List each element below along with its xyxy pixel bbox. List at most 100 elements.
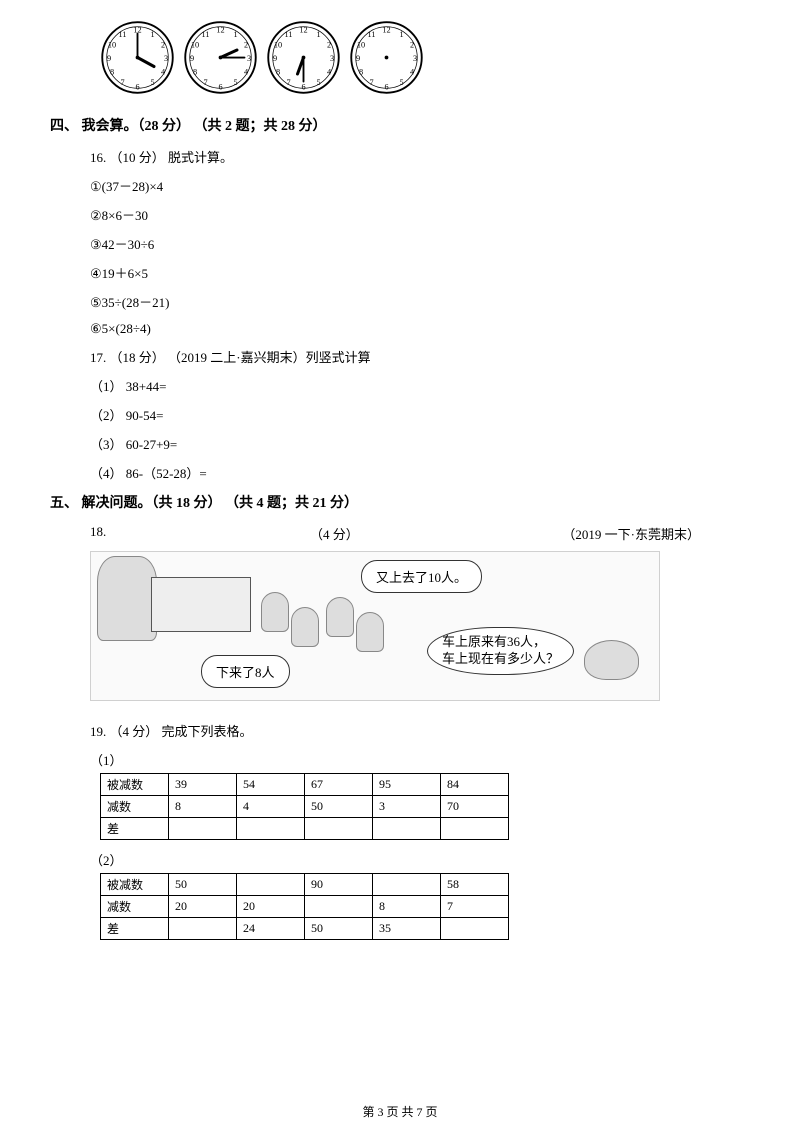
bubble-right-big: 车上原来有36人， 车上现在有多少人？ (427, 627, 574, 675)
svg-text:10: 10 (108, 40, 116, 49)
q17-item-1: （1） 38+44= (90, 376, 750, 395)
cell (305, 896, 373, 918)
cell: 50 (305, 918, 373, 940)
row-header: 被减数 (101, 774, 169, 796)
bus-shape (151, 577, 251, 632)
svg-text:1: 1 (233, 30, 237, 39)
svg-text:12: 12 (299, 25, 307, 34)
clock-4: 1212 345 678 91011 (349, 20, 424, 95)
svg-text:5: 5 (316, 78, 320, 87)
clocks-row: 1212 345 678 91011 1212 345 678 91011 12… (100, 20, 750, 95)
q16-item-6: ⑥5×(28÷4) (90, 321, 750, 337)
tree-shape (97, 556, 157, 641)
svg-text:5: 5 (233, 78, 237, 87)
cell: 4 (237, 796, 305, 818)
q16-item-2: ②8×6－30 (90, 205, 750, 224)
animal-shape (584, 640, 639, 680)
clock-3: 1212 345 678 91011 (266, 20, 341, 95)
cell: 20 (169, 896, 237, 918)
svg-text:3: 3 (330, 54, 334, 63)
svg-text:6: 6 (301, 82, 305, 91)
svg-text:10: 10 (191, 40, 199, 49)
cell: 54 (237, 774, 305, 796)
q16-item-3: ③42－30÷6 (90, 234, 750, 253)
table-row: 被减数 39 54 67 95 84 (101, 774, 509, 796)
cell (237, 818, 305, 840)
svg-text:8: 8 (359, 67, 363, 76)
svg-text:11: 11 (202, 30, 210, 39)
svg-text:12: 12 (382, 25, 390, 34)
page-footer: 第 3 页 共 7 页 (0, 1103, 800, 1120)
svg-text:7: 7 (369, 78, 373, 87)
q17-item-3: （3） 60-27+9= (90, 434, 750, 453)
q18-row: 18. （4 分） （2019 一下·东莞期末） (90, 524, 700, 543)
cell: 20 (237, 896, 305, 918)
svg-text:5: 5 (150, 78, 154, 87)
q18-source: （2019 一下·东莞期末） (562, 524, 700, 543)
table-row: 减数 20 20 8 7 (101, 896, 509, 918)
svg-text:3: 3 (247, 54, 251, 63)
q17-item-2: （2） 90-54= (90, 405, 750, 424)
svg-text:3: 3 (164, 54, 168, 63)
cell: 84 (441, 774, 509, 796)
cell: 35 (373, 918, 441, 940)
svg-text:1: 1 (316, 30, 320, 39)
svg-text:10: 10 (357, 40, 365, 49)
cell (305, 818, 373, 840)
cell: 50 (305, 796, 373, 818)
people-shape (356, 612, 384, 652)
people-shape (261, 592, 289, 632)
q18-num: 18. (90, 524, 106, 543)
svg-text:7: 7 (286, 78, 290, 87)
bubble-bottom-left: 下来了8人 (201, 655, 290, 688)
svg-text:9: 9 (356, 54, 360, 63)
row-header: 差 (101, 918, 169, 940)
cell (441, 918, 509, 940)
svg-text:8: 8 (110, 67, 114, 76)
svg-text:4: 4 (161, 67, 165, 76)
cell: 50 (169, 874, 237, 896)
cell (169, 918, 237, 940)
cell (441, 818, 509, 840)
svg-text:2: 2 (244, 40, 248, 49)
people-shape (291, 607, 319, 647)
row-header: 差 (101, 818, 169, 840)
row-header: 减数 (101, 796, 169, 818)
svg-text:6: 6 (218, 82, 222, 91)
svg-text:6: 6 (135, 82, 139, 91)
svg-text:6: 6 (384, 82, 388, 91)
svg-text:9: 9 (107, 54, 111, 63)
row-header: 被减数 (101, 874, 169, 896)
q17-item-4: （4） 86-（52-28）= (90, 463, 750, 482)
svg-text:9: 9 (273, 54, 277, 63)
people-shape (326, 597, 354, 637)
svg-text:8: 8 (193, 67, 197, 76)
cell: 24 (237, 918, 305, 940)
cell (373, 874, 441, 896)
q16-item-4: ④19＋6×5 (90, 263, 750, 282)
svg-text:2: 2 (410, 40, 414, 49)
svg-text:4: 4 (410, 67, 414, 76)
svg-text:1: 1 (150, 30, 154, 39)
q17-stem: 17. （18 分） （2019 二上·嘉兴期末）列竖式计算 (90, 347, 750, 366)
section-5-heading: 五、 解决问题。（共 18 分） （共 4 题；共 21 分） (50, 492, 750, 512)
svg-text:4: 4 (244, 67, 248, 76)
cell: 58 (441, 874, 509, 896)
bubble-top-right: 又上去了10人。 (361, 560, 482, 593)
q16-item-5: ⑤35÷(28－21) (90, 292, 750, 311)
svg-text:10: 10 (274, 40, 282, 49)
clock-1: 1212 345 678 91011 (100, 20, 175, 95)
svg-text:9: 9 (190, 54, 194, 63)
svg-text:4: 4 (327, 67, 331, 76)
svg-text:1: 1 (399, 30, 403, 39)
cell: 8 (373, 896, 441, 918)
table-row: 差 24 50 35 (101, 918, 509, 940)
cell: 95 (373, 774, 441, 796)
q16-item-1: ①(37－28)×4 (90, 176, 750, 195)
cell: 67 (305, 774, 373, 796)
q18-illustration: 又上去了10人。 下来了8人 车上原来有36人， 车上现在有多少人？ (90, 551, 660, 701)
svg-text:11: 11 (368, 30, 376, 39)
section-4-heading: 四、 我会算。（28 分） （共 2 题；共 28 分） (50, 115, 750, 135)
svg-text:2: 2 (327, 40, 331, 49)
cell (169, 818, 237, 840)
